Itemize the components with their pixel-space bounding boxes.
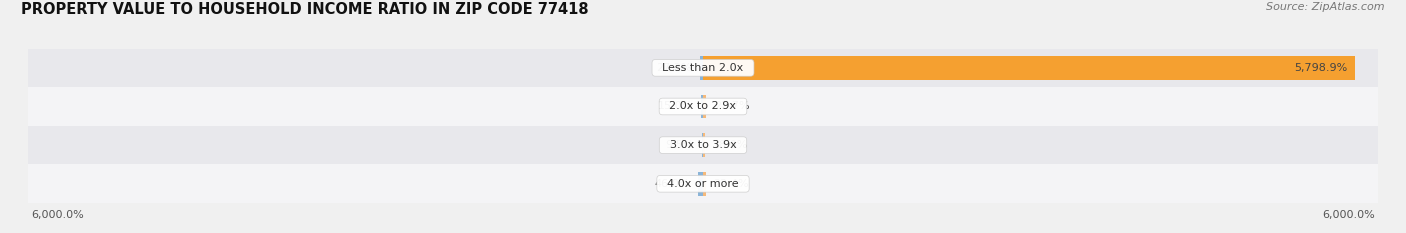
- Text: 46.0%: 46.0%: [654, 179, 690, 189]
- Text: PROPERTY VALUE TO HOUSEHOLD INCOME RATIO IN ZIP CODE 77418: PROPERTY VALUE TO HOUSEHOLD INCOME RATIO…: [21, 2, 589, 17]
- Text: 6,000.0%: 6,000.0%: [1322, 210, 1375, 220]
- Bar: [697, 172, 703, 196]
- Bar: [28, 164, 1378, 203]
- Text: 4.0x or more: 4.0x or more: [661, 179, 745, 189]
- Text: 3.0x to 3.9x: 3.0x to 3.9x: [662, 140, 744, 150]
- Text: 9.5%: 9.5%: [665, 140, 693, 150]
- Bar: [702, 95, 703, 118]
- Text: 22.7%: 22.7%: [714, 102, 749, 112]
- Text: 27.3%: 27.3%: [657, 63, 692, 73]
- Text: 15.0%: 15.0%: [658, 102, 693, 112]
- Bar: [28, 87, 1378, 126]
- Text: 18.0%: 18.0%: [713, 140, 748, 150]
- Text: Source: ZipAtlas.com: Source: ZipAtlas.com: [1267, 2, 1385, 12]
- Bar: [28, 126, 1378, 164]
- Text: 22.4%: 22.4%: [714, 179, 749, 189]
- Bar: [703, 56, 1355, 80]
- Text: Less than 2.0x: Less than 2.0x: [655, 63, 751, 73]
- Bar: [703, 172, 706, 196]
- Bar: [703, 95, 706, 118]
- Text: 5,798.9%: 5,798.9%: [1294, 63, 1347, 73]
- Text: 2.0x to 2.9x: 2.0x to 2.9x: [662, 102, 744, 112]
- Text: 6,000.0%: 6,000.0%: [31, 210, 84, 220]
- Bar: [28, 48, 1378, 87]
- Bar: [703, 133, 704, 157]
- Bar: [700, 56, 703, 80]
